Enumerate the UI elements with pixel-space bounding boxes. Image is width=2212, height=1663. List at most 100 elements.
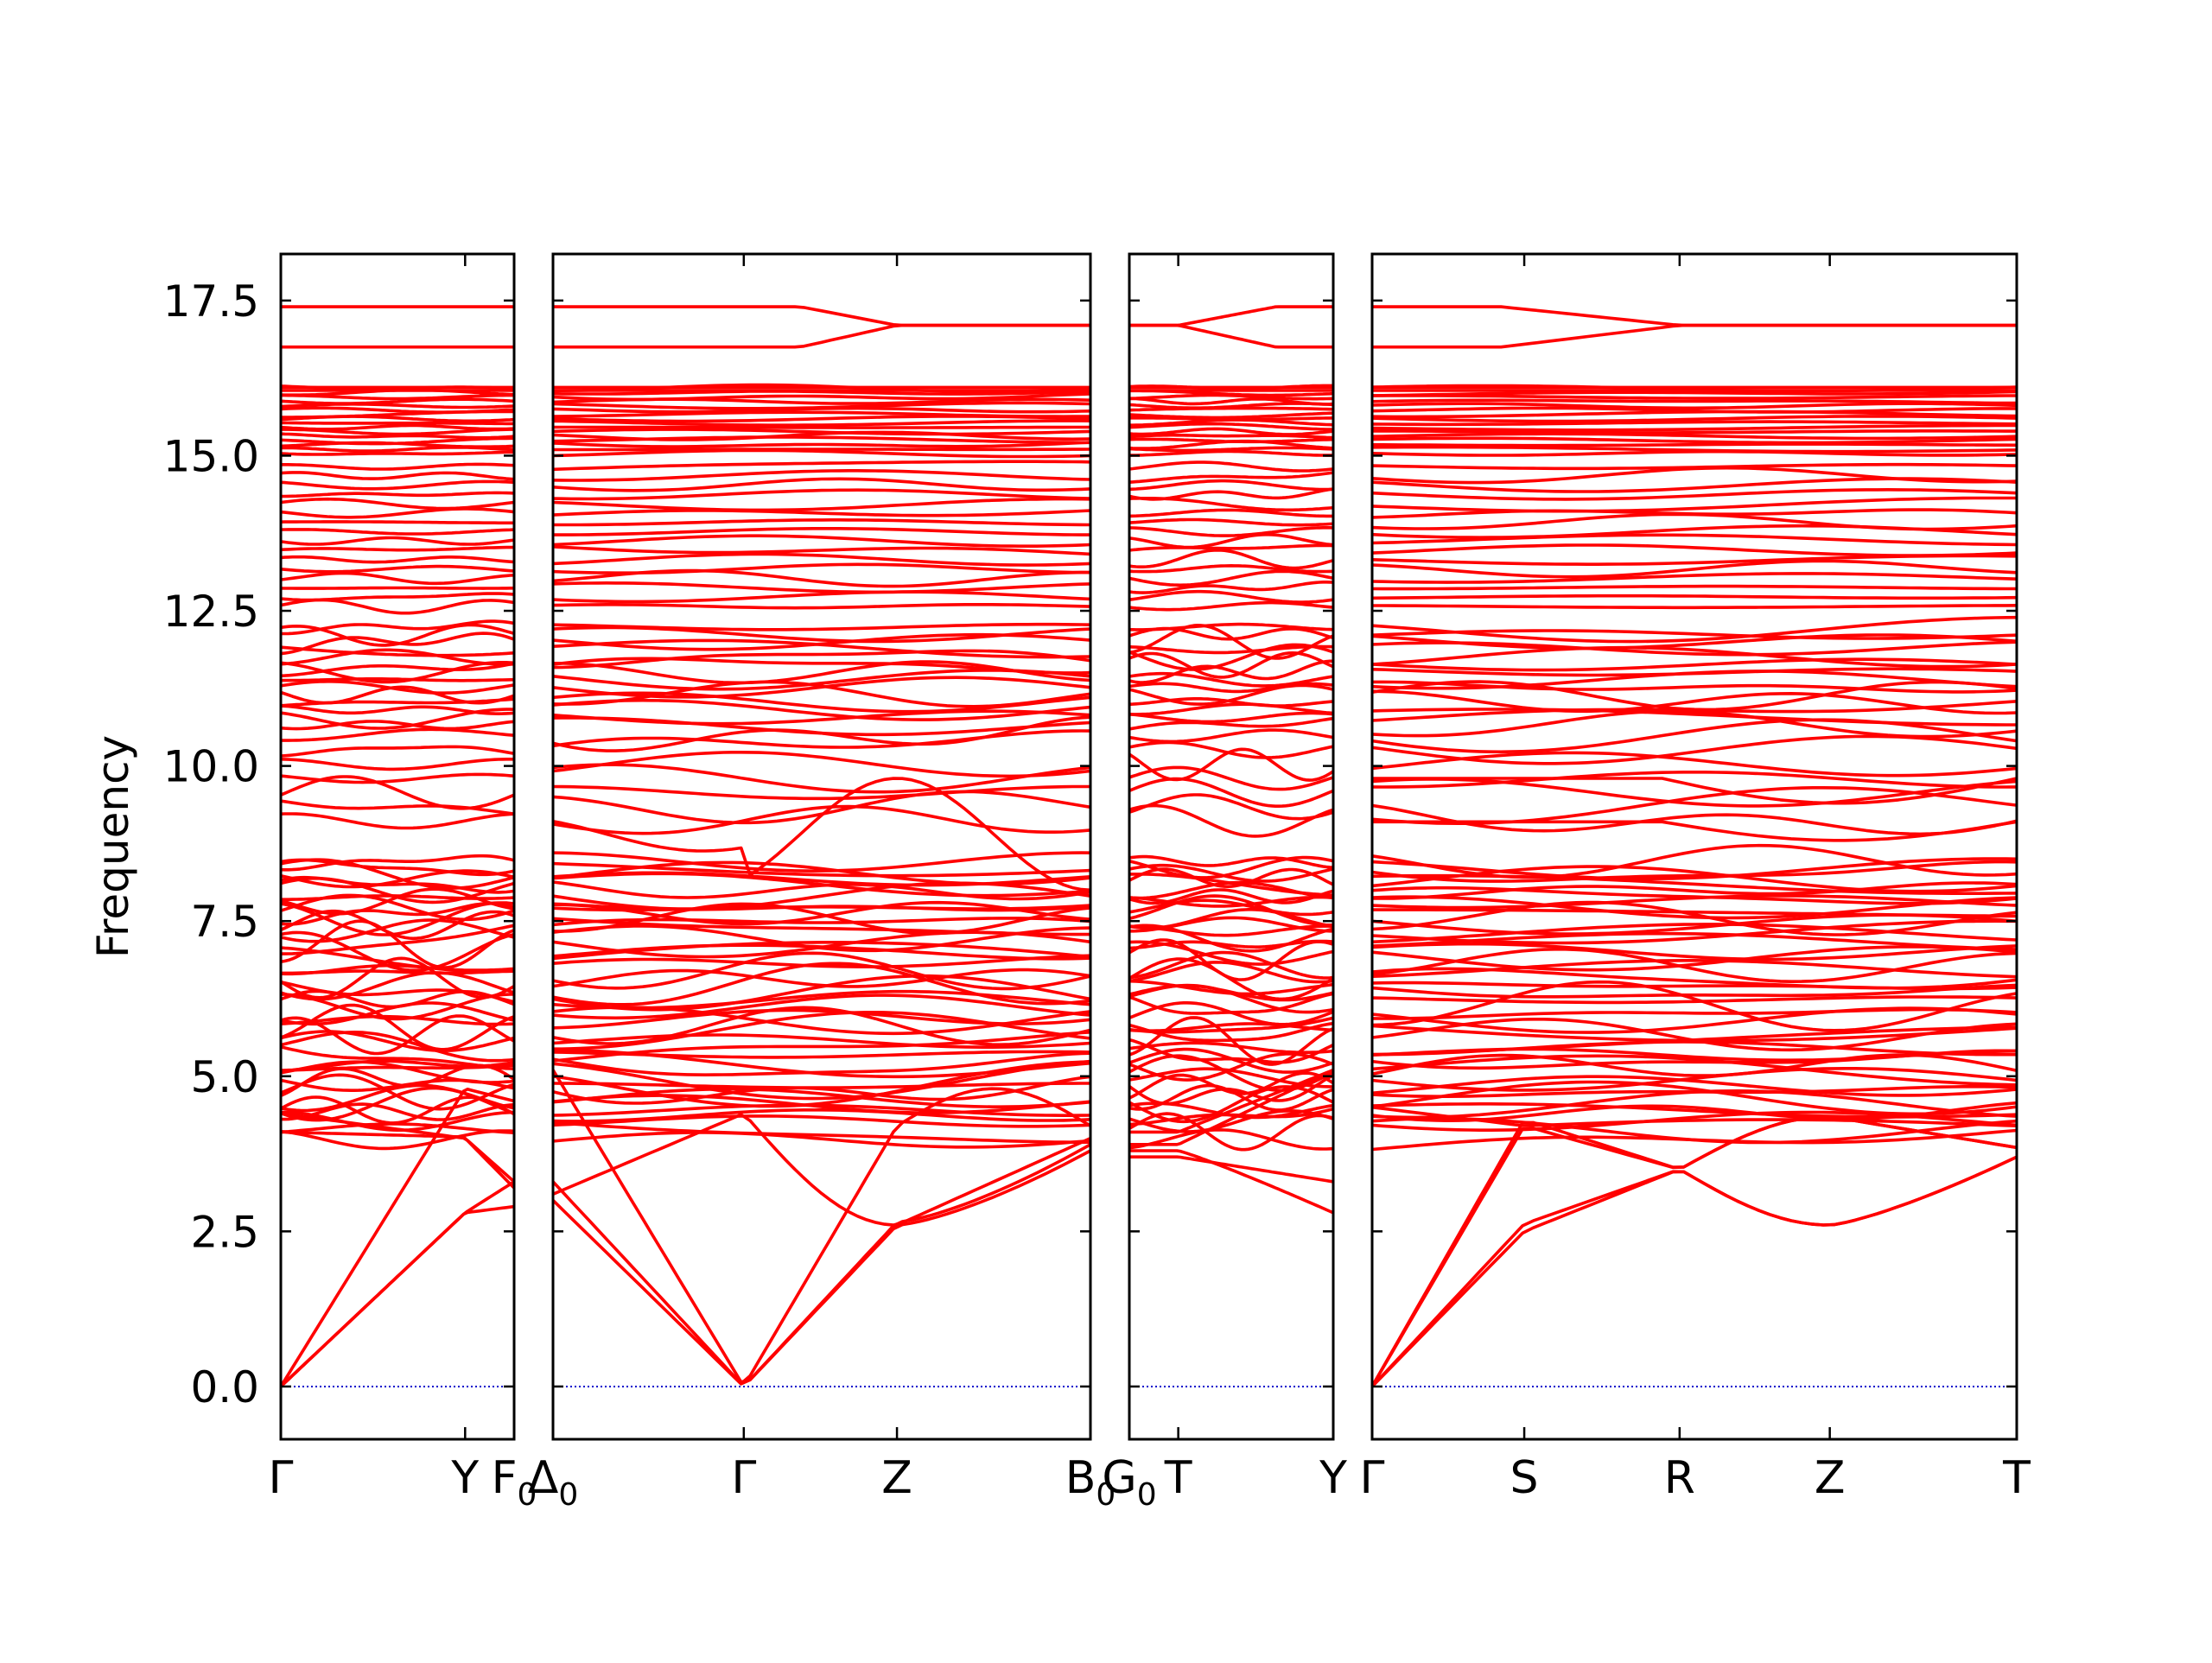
y-tick-label-3: 7.5 — [190, 897, 259, 947]
band-line-p4-87 — [1371, 1075, 2018, 1097]
band-line-p4-102 — [1370, 1155, 2018, 1388]
band-line-p3-34 — [1128, 702, 1334, 716]
band-line-p4-58 — [1371, 885, 2018, 905]
band-line-p2-23 — [552, 477, 1091, 492]
band-line-p1-37 — [280, 680, 515, 695]
band-line-p3-39 — [1128, 659, 1333, 684]
band-line-p1-96 — [281, 1102, 515, 1121]
band-line-p4-76 — [1371, 959, 2018, 979]
band-line-p3-74 — [1128, 979, 1334, 996]
band-line-p3-49 — [1128, 765, 1334, 791]
band-line-p4-7 — [1371, 420, 2018, 427]
band-line-p3-102 — [1129, 1155, 1334, 1184]
band-line-p2-81 — [552, 924, 1091, 953]
band-line-p4-4 — [1371, 432, 2018, 441]
panel-1-bands — [279, 305, 516, 1388]
band-line-p4-36 — [1371, 680, 2018, 712]
band-line-p1-32 — [280, 720, 515, 731]
band-line-p4-82 — [1371, 919, 2017, 945]
band-line-p1-0 — [280, 450, 514, 456]
band-line-p2-9 — [552, 410, 1091, 418]
band-line-p1-30 — [280, 564, 515, 574]
band-line-p4-8 — [1371, 415, 2018, 423]
band-line-p2-51 — [552, 729, 1091, 749]
band-line-p4-30 — [1371, 559, 2018, 579]
band-line-p1-4 — [280, 432, 515, 440]
band-line-p4-106 — [1372, 777, 2018, 805]
band-line-p1-103 — [279, 1088, 515, 1387]
band-line-p1-25 — [281, 462, 515, 471]
band-line-p4-40 — [1371, 657, 2018, 672]
band-line-p2-13 — [552, 392, 1091, 402]
band-line-p2-11 — [552, 401, 1091, 410]
band-line-p4-46 — [1371, 803, 2018, 836]
band-line-p4-99 — [1372, 305, 2017, 327]
band-line-p1-81 — [281, 924, 515, 955]
band-line-p2-87 — [552, 1082, 1090, 1089]
band-line-p2-41 — [552, 649, 1091, 670]
band-line-p4-56 — [1371, 895, 2018, 920]
x-tick-label-p3-2: Y — [1319, 1452, 1347, 1504]
band-line-p4-79 — [1371, 942, 2018, 962]
band-line-p2-33 — [552, 709, 1091, 726]
band-line-p4-71 — [1371, 980, 2018, 1032]
band-line-p1-36 — [280, 685, 515, 705]
band-line-p4-101 — [1370, 1155, 2018, 1388]
band-line-p2-57 — [552, 904, 1091, 912]
y-tick-label-1: 2.5 — [190, 1207, 259, 1257]
band-line-p2-64 — [552, 851, 1091, 873]
band-line-p4-28 — [1371, 584, 2017, 591]
band-line-p4-77 — [1371, 948, 2018, 983]
band-line-p2-94 — [552, 1120, 1090, 1144]
band-line-p2-66 — [552, 1033, 1091, 1049]
x-tick-label-p4-4: T — [2002, 1452, 2031, 1504]
y-tick-label-5: 12.5 — [163, 587, 259, 637]
band-line-p3-17 — [1128, 533, 1334, 549]
band-line-p1-45 — [281, 619, 515, 636]
band-line-p3-60 — [1129, 873, 1334, 897]
band-line-p3-103 — [1129, 1068, 1334, 1134]
band-line-p4-88 — [1371, 1067, 2018, 1092]
band-line-p3-37 — [1128, 682, 1334, 694]
band-line-p4-103 — [1370, 1114, 2018, 1387]
band-line-p4-68 — [1371, 1024, 2018, 1043]
band-line-p3-61 — [1128, 867, 1334, 888]
y-tick-label-2: 5.0 — [190, 1052, 259, 1102]
band-line-p4-72 — [1371, 995, 2018, 1005]
band-line-p1-79 — [280, 930, 515, 972]
band-line-p2-70 — [552, 1008, 1091, 1030]
band-line-p3-82 — [1128, 924, 1334, 937]
band-line-p4-31 — [1371, 554, 2018, 566]
band-line-p1-55 — [280, 901, 515, 926]
band-line-p3-0 — [1128, 449, 1333, 457]
panel-3-frame — [1128, 252, 1335, 1441]
band-line-p3-64 — [1128, 854, 1334, 869]
band-line-p3-58 — [1128, 888, 1334, 905]
band-line-p3-95 — [1128, 1109, 1334, 1133]
y-axis-label: Frequency — [88, 735, 138, 958]
band-line-p2-19 — [553, 518, 1091, 527]
band-line-p4-44 — [1371, 629, 2018, 640]
band-line-p3-90 — [1128, 1052, 1334, 1082]
band-line-p4-12 — [1371, 398, 2017, 405]
band-line-p2-76 — [552, 951, 1091, 991]
band-line-p3-48 — [1128, 777, 1334, 808]
band-line-p2-96 — [552, 1108, 1091, 1123]
band-line-p2-5 — [552, 428, 1091, 436]
band-line-p2-0 — [552, 448, 1091, 459]
band-line-p1-16 — [280, 545, 514, 552]
band-line-p3-80 — [1128, 939, 1334, 950]
band-line-p4-19 — [1371, 512, 2018, 531]
band-line-p4-92 — [1371, 1047, 2018, 1062]
band-line-p1-34 — [280, 704, 515, 715]
band-line-p4-78 — [1371, 945, 2018, 972]
band-line-p2-17 — [552, 534, 1091, 548]
band-line-p4-37 — [1372, 680, 2018, 694]
band-line-p4-21 — [1371, 496, 2017, 513]
x-tick-label-p4-0: Γ — [1360, 1452, 1385, 1504]
band-line-p1-50 — [280, 758, 514, 771]
band-line-p2-20 — [552, 509, 1091, 517]
band-line-p4-1 — [1371, 445, 2018, 454]
band-line-p1-92 — [280, 1045, 515, 1070]
